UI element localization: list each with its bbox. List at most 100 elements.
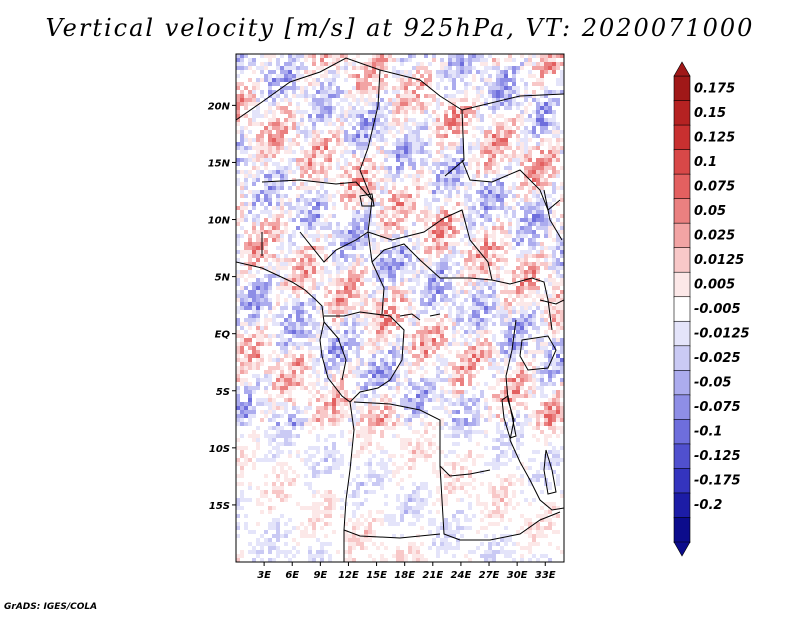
- field-cell: [292, 270, 296, 274]
- field-cell: [532, 190, 536, 194]
- field-cell: [396, 94, 400, 98]
- field-cell: [496, 94, 500, 98]
- field-cell: [312, 62, 316, 66]
- field-cell: [248, 262, 252, 266]
- field-cell: [516, 350, 520, 354]
- field-cell: [460, 354, 464, 358]
- field-cell: [272, 258, 276, 262]
- field-cell: [280, 194, 284, 198]
- field-cell: [380, 86, 384, 90]
- field-cell: [420, 406, 424, 410]
- field-cell: [268, 226, 272, 230]
- field-cell: [272, 114, 276, 118]
- field-cell: [276, 282, 280, 286]
- field-cell: [408, 306, 412, 310]
- field-cell: [556, 218, 560, 222]
- field-cell: [552, 190, 556, 194]
- field-cell: [360, 278, 364, 282]
- field-cell: [348, 326, 352, 330]
- field-cell: [492, 250, 496, 254]
- field-cell: [424, 210, 428, 214]
- field-cell: [484, 402, 488, 406]
- field-cell: [312, 134, 316, 138]
- field-cell: [248, 78, 252, 82]
- field-cell: [336, 138, 340, 142]
- field-cell: [240, 406, 244, 410]
- field-cell: [380, 218, 384, 222]
- field-cell: [356, 370, 360, 374]
- field-cell: [248, 142, 252, 146]
- field-cell: [444, 410, 448, 414]
- field-cell: [244, 358, 248, 362]
- field-cell: [372, 354, 376, 358]
- field-cell: [388, 238, 392, 242]
- field-cell: [384, 358, 388, 362]
- field-cell: [512, 186, 516, 190]
- field-cell: [560, 138, 564, 142]
- field-cell: [480, 354, 484, 358]
- field-cell: [532, 234, 536, 238]
- field-cell: [264, 114, 268, 118]
- field-cell: [280, 314, 284, 318]
- field-cell: [284, 194, 288, 198]
- field-cell: [288, 138, 292, 142]
- field-cell: [360, 398, 364, 402]
- field-cell: [244, 382, 248, 386]
- field-cell: [436, 150, 440, 154]
- field-cell: [536, 330, 540, 334]
- field-cell: [412, 74, 416, 78]
- field-cell: [428, 378, 432, 382]
- field-cell: [432, 130, 436, 134]
- field-cell: [312, 186, 316, 190]
- field-cell: [248, 354, 252, 358]
- field-cell: [264, 62, 268, 66]
- field-cell: [316, 362, 320, 366]
- field-cell: [476, 358, 480, 362]
- field-cell: [316, 358, 320, 362]
- field-cell: [352, 342, 356, 346]
- field-cell: [244, 66, 248, 70]
- field-cell: [248, 298, 252, 302]
- field-cell: [324, 362, 328, 366]
- field-cell: [532, 110, 536, 114]
- field-cell: [268, 178, 272, 182]
- field-cell: [400, 266, 404, 270]
- field-cell: [380, 298, 384, 302]
- field-cell: [268, 274, 272, 278]
- field-cell: [552, 266, 556, 270]
- field-cell: [248, 306, 252, 310]
- field-cell: [352, 166, 356, 170]
- field-cell: [488, 218, 492, 222]
- field-cell: [244, 206, 248, 210]
- field-cell: [396, 262, 400, 266]
- field-cell: [364, 118, 368, 122]
- field-cell: [264, 250, 268, 254]
- field-cell: [536, 306, 540, 310]
- field-cell: [352, 178, 356, 182]
- field-cell: [560, 246, 564, 250]
- field-cell: [440, 334, 444, 338]
- field-cell: [308, 154, 312, 158]
- field-cell: [268, 358, 272, 362]
- field-cell: [508, 166, 512, 170]
- field-cell: [552, 374, 556, 378]
- field-cell: [388, 250, 392, 254]
- field-cell: [416, 82, 420, 86]
- field-cell: [436, 182, 440, 186]
- field-cell: [424, 182, 428, 186]
- field-cell: [376, 194, 380, 198]
- field-cell: [524, 142, 528, 146]
- field-cell: [520, 182, 524, 186]
- field-cell: [420, 390, 424, 394]
- field-cell: [340, 142, 344, 146]
- field-cell: [332, 214, 336, 218]
- field-cell: [536, 206, 540, 210]
- field-cell: [504, 194, 508, 198]
- field-cell: [552, 122, 556, 126]
- field-cell: [264, 282, 268, 286]
- field-cell: [496, 246, 500, 250]
- field-cell: [296, 166, 300, 170]
- field-cell: [304, 266, 308, 270]
- field-cell: [488, 94, 492, 98]
- field-cell: [300, 258, 304, 262]
